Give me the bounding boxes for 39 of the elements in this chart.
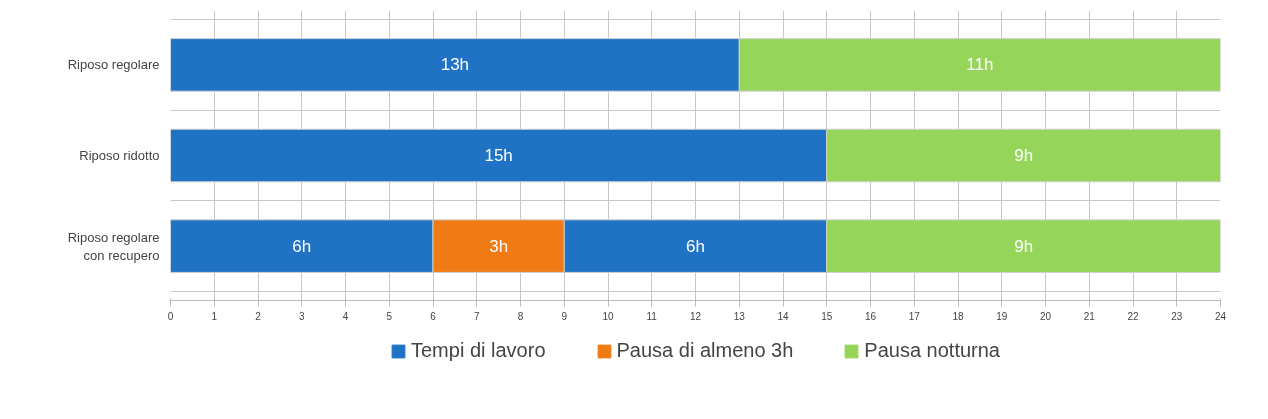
x-tick-label: 4 [342, 310, 349, 322]
legend-label: Pausa notturna [864, 339, 1000, 362]
x-tick-label: 10 [602, 310, 614, 322]
x-tick-label: 14 [777, 310, 789, 322]
x-tick-label: 24 [1214, 310, 1227, 322]
x-tick-label: 6 [430, 310, 437, 322]
legend-label: Pausa di almeno 3h [616, 339, 794, 362]
y-tick-label: Riposo regolare con recupero [67, 229, 160, 263]
x-tick-label: 16 [864, 310, 877, 322]
x-tick-label: 7 [473, 310, 480, 322]
x-tick-label: 3 [298, 310, 305, 322]
x-tick-label: 8 [517, 310, 524, 322]
x-tick-label: 21 [1083, 310, 1096, 322]
x-tick-label: 0 [167, 310, 174, 322]
x-tick-label: 1 [211, 310, 218, 322]
data-label: 9h [1014, 236, 1034, 256]
legend-label: Tempi di lavoro [411, 339, 546, 362]
x-tick-label: 22 [1127, 310, 1139, 322]
x-tick-label: 11 [646, 310, 658, 322]
x-tick-label: 2 [255, 310, 262, 322]
data-label: 11h [966, 55, 994, 75]
x-tick-label: 19 [996, 310, 1008, 322]
data-label: 3h [489, 236, 509, 256]
data-label: 6h [292, 236, 312, 256]
y-tick-label: Riposo ridotto [79, 148, 160, 163]
x-tick-label: 20 [1039, 310, 1052, 322]
y-tick-label: Riposo regolare [67, 57, 160, 73]
data-label: 9h [1014, 146, 1034, 165]
data-label: 6h [686, 236, 705, 256]
x-tick-label: 15 [821, 310, 833, 322]
x-tick-label: 12 [689, 310, 702, 322]
x-tick-label: 18 [952, 310, 964, 322]
x-tick-label: 5 [386, 310, 393, 322]
x-tick-label: 9 [561, 310, 568, 322]
x-tick-label: 17 [908, 310, 921, 322]
x-tick-label: 13 [733, 310, 746, 322]
x-tick-label: 23 [1171, 310, 1183, 322]
data-label: 13h [440, 55, 470, 75]
data-label: 15h [484, 146, 513, 165]
